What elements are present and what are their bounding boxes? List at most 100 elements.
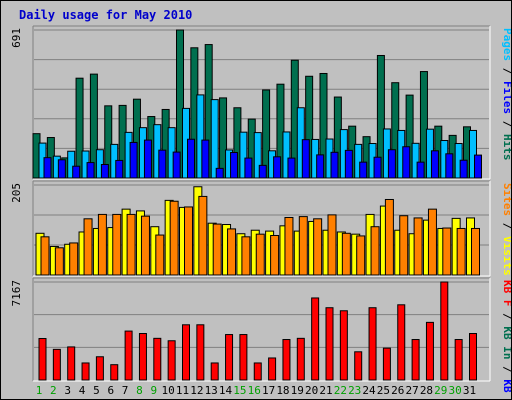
bar-pages-15 — [244, 157, 253, 179]
y-max-label: 691 — [10, 28, 23, 48]
bar-kb-f-20 — [311, 297, 320, 381]
x-tick-label-8: 8 — [136, 384, 143, 397]
bar-files-31 — [469, 129, 477, 179]
bar-sites-1 — [40, 236, 50, 276]
x-tick-label-18: 18 — [276, 384, 289, 397]
y-max-label: 7167 — [10, 280, 23, 307]
bar-sites-13 — [212, 223, 222, 276]
bar-files-18 — [282, 131, 291, 179]
x-tick-label-4: 4 — [79, 384, 86, 397]
bar-kb-f-25 — [382, 347, 391, 381]
bar-sites-30 — [456, 227, 466, 276]
bar-kb-f-31 — [469, 333, 477, 381]
x-tick-label-20: 20 — [305, 384, 318, 397]
bar-sites-4 — [83, 218, 93, 276]
bar-sites-8 — [140, 215, 150, 276]
bar-kb-f-9 — [153, 337, 162, 381]
bar-sites-28 — [427, 208, 437, 276]
bar-kb-f-6 — [110, 364, 119, 381]
bar-sites-23 — [356, 235, 366, 276]
bar-kb-f-16 — [253, 362, 262, 381]
x-tick-label-21: 21 — [319, 384, 332, 397]
bar-pages-16 — [258, 164, 267, 179]
bar-sites-10 — [169, 200, 179, 276]
legend-separator: / — [501, 360, 511, 380]
bar-pages-23 — [359, 161, 368, 179]
x-tick-label-17: 17 — [262, 384, 275, 397]
bar-pages-22 — [344, 149, 353, 179]
bar-kb-f-24 — [368, 307, 377, 381]
bar-files-15 — [239, 131, 248, 179]
bar-sites-11 — [184, 206, 193, 276]
bar-kb-f-7 — [124, 330, 133, 381]
legend-item-visits: Visits — [501, 236, 511, 276]
x-tick-label-2: 2 — [50, 384, 57, 397]
bar-kb-f-8 — [138, 333, 147, 381]
legend-item-kb-out: KB Out — [501, 379, 511, 399]
x-tick-label-14: 14 — [219, 384, 233, 397]
bar-pages-4 — [86, 162, 95, 179]
bar-kb-f-22 — [339, 310, 348, 381]
bar-pages-6 — [115, 159, 124, 179]
bar-pages-14 — [230, 152, 239, 179]
bar-pages-18 — [287, 157, 296, 179]
bar-pages-19 — [301, 139, 310, 179]
bar-pages-7 — [129, 141, 138, 179]
bar-sites-14 — [227, 228, 237, 276]
bar-files-27 — [411, 142, 420, 179]
bar-kb-f-13 — [210, 362, 219, 381]
bar-pages-10 — [172, 151, 181, 179]
bar-sites-7 — [126, 213, 136, 276]
bar-kb-f-28 — [425, 321, 434, 381]
bar-sites-24 — [370, 226, 380, 276]
legend-separator: / — [501, 307, 511, 327]
bar-pages-27 — [416, 161, 425, 179]
bar-pages-25 — [387, 149, 396, 179]
x-tick-label-11: 11 — [176, 384, 189, 397]
x-tick-label-7: 7 — [122, 384, 129, 397]
bar-kb-f-4 — [81, 362, 90, 381]
bar-pages-28 — [430, 150, 439, 179]
x-tick-label-5: 5 — [93, 384, 100, 397]
bar-kb-f-14 — [225, 334, 234, 381]
bar-pages-8 — [143, 139, 152, 179]
x-tick-label-16: 16 — [248, 384, 261, 397]
x-tick-label-10: 10 — [162, 384, 175, 397]
bar-kb-f-26 — [397, 304, 406, 381]
bar-kb-f-30 — [454, 339, 463, 381]
bar-kb-f-17 — [268, 357, 277, 381]
bar-pages-30 — [459, 159, 468, 179]
bar-sites-19 — [298, 216, 308, 276]
x-tick-label-1: 1 — [36, 384, 43, 397]
bar-pages-26 — [402, 146, 411, 179]
x-tick-label-23: 23 — [348, 384, 361, 397]
x-tick-label-9: 9 — [150, 384, 157, 397]
x-tick-label-26: 26 — [391, 384, 404, 397]
bar-pages-21 — [330, 151, 339, 179]
bar-pages-12 — [201, 139, 210, 179]
x-tick-label-29: 29 — [434, 384, 447, 397]
bar-sites-22 — [341, 232, 351, 276]
bar-sites-9 — [155, 234, 165, 276]
legend-separator: / — [501, 61, 511, 81]
bar-sites-29 — [442, 227, 452, 276]
bar-pages-24 — [373, 156, 382, 179]
x-tick-label-12: 12 — [190, 384, 203, 397]
bar-kb-f-21 — [325, 307, 334, 381]
bar-sites-5 — [97, 213, 107, 276]
bar-files-12 — [196, 94, 205, 179]
bar-files-13 — [210, 99, 219, 179]
legend-item-hits: Hits — [501, 134, 511, 161]
bar-sites-17 — [270, 234, 280, 276]
bar-pages-31 — [474, 154, 482, 179]
bar-sites-31 — [471, 227, 480, 276]
bar-sites-21 — [327, 214, 337, 276]
bar-kb-f-23 — [354, 351, 363, 381]
bar-kb-f-3 — [67, 346, 76, 381]
bar-pages-3 — [72, 165, 81, 179]
bar-pages-17 — [273, 156, 282, 179]
bar-pages-2 — [57, 159, 66, 179]
legend-item-pages: Pages — [501, 28, 511, 61]
